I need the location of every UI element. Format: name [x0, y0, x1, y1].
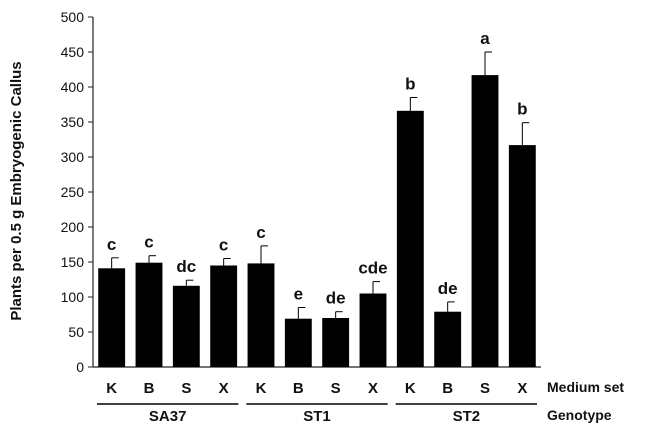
y-tick-label: 150	[61, 254, 85, 270]
y-axis: 0 50 100 150 200 250 300 350 400 450 500	[61, 9, 541, 375]
y-tick-label: 350	[61, 114, 85, 130]
bar	[359, 293, 387, 367]
y-axis-label: Plants per 0.5 g Embryogenic Callus	[8, 61, 25, 320]
significance-letter: c	[107, 235, 116, 254]
significance-letter: cde	[358, 259, 387, 278]
genotype-name: ST2	[453, 408, 481, 425]
y-tick-label: 450	[61, 44, 85, 60]
genotype-name: SA37	[149, 408, 187, 425]
bar	[396, 110, 424, 368]
y-tick-label: 50	[68, 324, 84, 340]
significance-letter: e	[294, 285, 303, 304]
genotype-label: Genotype	[547, 407, 612, 423]
medium-tick-label: S	[480, 380, 490, 397]
bar	[284, 318, 312, 367]
error-bars	[111, 51, 530, 319]
bar	[98, 268, 126, 367]
medium-tick-label: X	[219, 380, 229, 397]
significance-letter: dc	[176, 257, 196, 276]
y-tick-label: 500	[61, 9, 85, 25]
bar	[172, 285, 200, 367]
medium-tick-label: X	[368, 380, 378, 397]
medium-set-label: Medium set	[547, 379, 624, 395]
medium-tick-label: K	[256, 380, 267, 397]
y-tick-label: 200	[61, 219, 85, 235]
significance-letter: c	[219, 236, 228, 255]
significance-letter: c	[256, 223, 265, 242]
medium-tick-label: B	[144, 380, 155, 397]
genotype-name: ST1	[303, 408, 331, 425]
bar	[135, 262, 163, 367]
medium-tick-label: K	[405, 380, 416, 397]
medium-tick-label: B	[442, 380, 453, 397]
bar	[434, 311, 462, 367]
y-tick-label: 300	[61, 149, 85, 165]
medium-tick-label: K	[106, 380, 117, 397]
y-tick-label: 250	[61, 184, 85, 200]
medium-tick-label: X	[517, 380, 527, 397]
bar	[508, 145, 536, 367]
bar	[471, 75, 499, 367]
significance-letter: b	[517, 100, 527, 119]
medium-tick-label: B	[293, 380, 304, 397]
y-tick-label: 100	[61, 289, 85, 305]
bars	[98, 75, 536, 368]
genotype-groups: SA37 ST1 ST2	[97, 403, 537, 425]
significance-letter: a	[480, 29, 490, 48]
medium-tick-label: S	[331, 380, 341, 397]
y-tick-label: 400	[61, 79, 85, 95]
bar	[322, 318, 350, 367]
bar	[247, 263, 275, 367]
significance-letter: b	[405, 75, 415, 94]
significance-letter: c	[144, 233, 153, 252]
y-tick-label: 0	[76, 359, 84, 375]
medium-tick-label: S	[181, 380, 191, 397]
bar	[210, 265, 238, 367]
significance-letter: de	[326, 289, 346, 308]
significance-letter: de	[438, 279, 458, 298]
